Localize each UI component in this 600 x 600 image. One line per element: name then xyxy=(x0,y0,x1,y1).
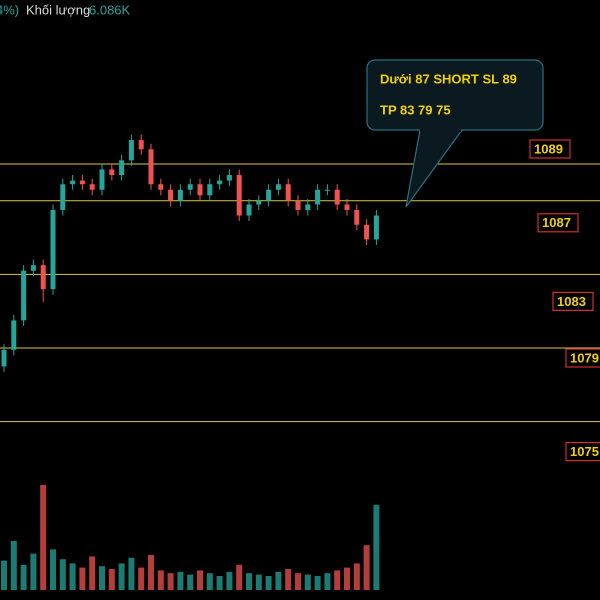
volume-bar xyxy=(10,541,17,590)
candle-body xyxy=(168,189,174,201)
candle-body xyxy=(177,189,183,201)
candle-body xyxy=(60,184,66,210)
volume-bar xyxy=(89,556,96,590)
candle-body xyxy=(138,140,144,150)
level-label-box xyxy=(537,213,579,233)
candle-body xyxy=(295,200,301,210)
candle-body xyxy=(89,184,95,190)
volume-bar xyxy=(99,566,105,590)
volume-bar xyxy=(197,570,203,590)
candle-body xyxy=(315,189,321,205)
candle-body xyxy=(109,169,115,176)
volume-bar xyxy=(20,564,27,590)
volume-bar xyxy=(304,574,311,590)
volume-bar xyxy=(1,560,7,590)
candle-body xyxy=(197,184,203,196)
volume-bar xyxy=(30,553,37,590)
volume-bar xyxy=(157,570,164,590)
candle-body xyxy=(266,189,272,201)
callout-join xyxy=(420,127,461,132)
volume-bar xyxy=(236,564,243,590)
candle-body xyxy=(334,189,340,205)
candle-body xyxy=(285,184,291,201)
level-label: 1087 xyxy=(542,215,571,230)
volume-bar xyxy=(275,571,282,590)
volume-bar xyxy=(148,555,154,590)
level-label: 1083 xyxy=(557,294,586,309)
candle-body xyxy=(364,224,370,240)
volume-bar xyxy=(138,567,145,590)
level-label-box xyxy=(565,348,600,368)
volume-bar xyxy=(118,563,125,590)
candle-body xyxy=(305,204,311,210)
volume-bar xyxy=(295,573,301,590)
volume-bar xyxy=(246,573,252,590)
candle-body xyxy=(79,180,85,185)
volume-bar xyxy=(226,571,233,590)
candle-body xyxy=(40,265,46,290)
volume-bar xyxy=(128,557,135,590)
volume-bar xyxy=(255,574,262,590)
volume-bar xyxy=(353,563,360,590)
change-text: 4%) xyxy=(0,2,19,17)
candle-body xyxy=(158,184,164,190)
candle-body xyxy=(344,204,350,210)
volume-bar xyxy=(206,573,213,590)
level-label-box xyxy=(552,291,594,311)
candle-body xyxy=(256,200,262,205)
volume-bar xyxy=(344,567,350,590)
volume-bar xyxy=(50,549,56,590)
volume-bar xyxy=(373,504,380,590)
candle-body xyxy=(148,149,154,185)
candle-body xyxy=(354,210,360,225)
volume-name: Khối lượng xyxy=(26,2,90,17)
volume-bar xyxy=(59,559,66,590)
volume-bar xyxy=(69,563,76,590)
candle-body xyxy=(70,180,76,185)
callout-line: TP 83 79 75 xyxy=(380,102,451,117)
callout-line: Dưới 87 SHORT SL 89 xyxy=(380,71,517,86)
volume-value: 6.086K xyxy=(89,2,131,17)
volume-bar xyxy=(187,574,194,590)
candle-body xyxy=(119,160,125,176)
candle-body xyxy=(275,184,281,190)
level-label: 1079 xyxy=(570,350,599,365)
volume-bar xyxy=(177,571,184,590)
candle-body xyxy=(11,320,17,350)
candle-body xyxy=(128,140,134,161)
volume-bar xyxy=(363,545,370,590)
candle-body xyxy=(50,210,56,290)
candle-body xyxy=(99,169,105,190)
volume-bar xyxy=(334,570,341,590)
volume-bar xyxy=(265,576,272,590)
candle-body xyxy=(30,265,36,271)
callout-pointer xyxy=(405,129,463,208)
volume-bar xyxy=(314,576,321,590)
volume-bar xyxy=(108,569,115,590)
volume-bar xyxy=(167,573,174,590)
candle-body xyxy=(21,270,27,321)
candle-body xyxy=(373,215,379,240)
level-label-box xyxy=(565,442,600,462)
candle-body xyxy=(1,349,7,367)
volume-bar xyxy=(285,569,292,590)
level-label-box xyxy=(529,139,571,159)
level-label: 1075 xyxy=(570,444,599,459)
volume-bar xyxy=(216,576,223,590)
candle-body xyxy=(217,180,223,185)
volume-bar xyxy=(324,573,331,590)
candle-body xyxy=(324,189,330,191)
candle-body xyxy=(236,175,242,216)
level-label: 1089 xyxy=(534,141,563,156)
volume-bar xyxy=(79,567,86,590)
volume-bar xyxy=(40,485,47,590)
candle-body xyxy=(246,204,252,216)
candle-body xyxy=(187,184,193,190)
candle-body xyxy=(226,175,232,181)
candle-body xyxy=(207,184,213,196)
